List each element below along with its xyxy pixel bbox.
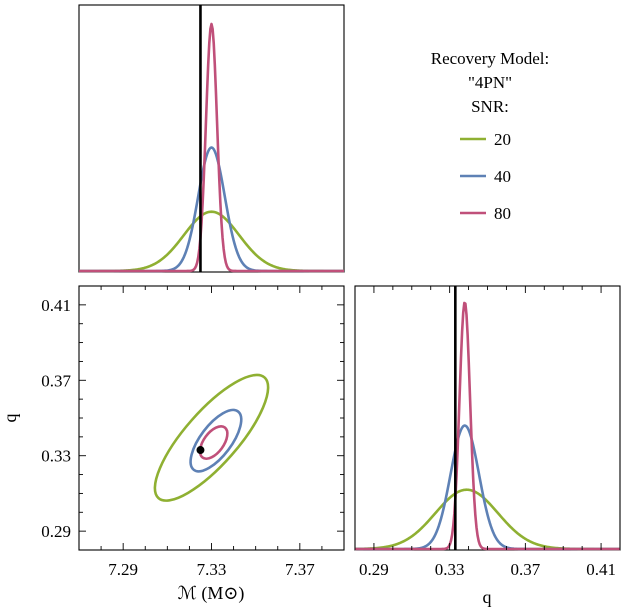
- panel-joint-posterior: 7.29 7.33 7.37 0.41 0.37 0.33 0.29 ℳ (M⊙) q: [0, 285, 345, 604]
- legend-title: Recovery Model:: [431, 49, 550, 68]
- x-tick-label: 7.33: [197, 560, 227, 579]
- legend-model: "4PN": [468, 73, 512, 92]
- contour-snr-20: [153, 373, 270, 502]
- x-tick-label: 0.41: [586, 560, 616, 579]
- contour-snr-80: [198, 425, 229, 460]
- x-tick-label: 7.29: [108, 560, 138, 579]
- x-axis-title-q: q: [483, 587, 492, 607]
- y-tick-label: 0.37: [41, 371, 71, 390]
- legend-label-snr-40: 40: [494, 167, 511, 186]
- marginal-curve-snr-80: [78, 22, 345, 273]
- legend-snr-label: SNR:: [471, 97, 509, 116]
- frame-top-left: [78, 4, 345, 273]
- y-axis-title-q: q: [0, 414, 20, 423]
- panel-chirp-mass-marginal: [78, 4, 345, 273]
- x-tick-label: 7.37: [285, 560, 315, 579]
- legend-label-snr-80: 80: [494, 204, 511, 223]
- panel-q-marginal: 0.29 0.33 0.37 0.41 q: [354, 285, 621, 607]
- truth-point: [196, 446, 205, 455]
- legend-label-snr-20: 20: [494, 130, 511, 149]
- x-axis-title-chirp-mass: ℳ (M⊙): [178, 583, 245, 604]
- marginal-curve-snr-40: [354, 424, 621, 551]
- y-tick-label: 0.29: [41, 522, 71, 541]
- marginal-curve-snr-20: [78, 210, 345, 273]
- x-tick-label: 0.33: [435, 560, 465, 579]
- frame-bottom-left: [78, 285, 345, 551]
- y-tick-label: 0.33: [41, 447, 71, 466]
- y-tick-label: 0.41: [41, 296, 71, 315]
- x-tick-label: 0.37: [510, 560, 540, 579]
- legend: Recovery Model: "4PN" SNR: 20 40 80: [431, 49, 550, 223]
- marginal-curve-snr-40: [78, 146, 345, 273]
- contour-snr-40: [189, 408, 243, 473]
- x-tick-label: 0.29: [359, 560, 389, 579]
